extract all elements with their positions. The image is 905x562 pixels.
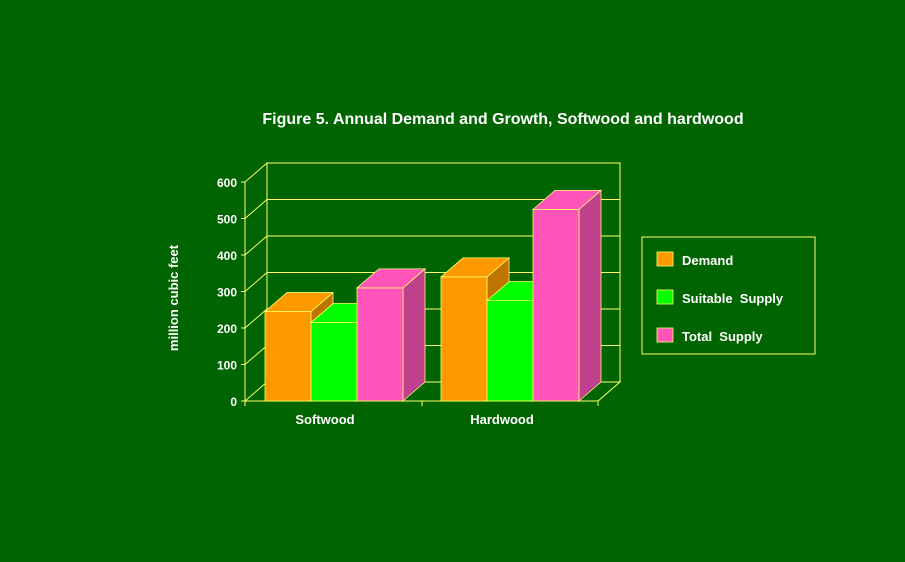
y-tick-label: 600 xyxy=(217,176,237,190)
legend-swatch xyxy=(656,327,674,343)
y-tick-label: 200 xyxy=(217,322,237,336)
gridline-side xyxy=(244,272,268,292)
gridline-side xyxy=(244,199,268,219)
bars xyxy=(263,189,603,402)
legend-box xyxy=(641,236,816,355)
left-wall-top xyxy=(244,162,268,183)
x-category-label: Softwood xyxy=(295,412,354,427)
y-tick-label: 400 xyxy=(217,249,237,263)
y-tick-label: 300 xyxy=(217,286,237,300)
x-axis-categories: Softwood Hardwood xyxy=(244,401,599,427)
y-tick-label: 100 xyxy=(217,359,237,373)
bar-side xyxy=(402,267,426,402)
gridline-side xyxy=(244,345,268,365)
bar-top xyxy=(439,257,511,278)
legend-swatch xyxy=(656,251,674,267)
bar xyxy=(531,189,603,402)
legend: Demand Suitable Supply Total Supply xyxy=(641,236,816,355)
y-tick-label: 500 xyxy=(217,213,237,227)
bar-front xyxy=(264,311,312,402)
bar-front xyxy=(310,322,358,402)
legend-label: Demand xyxy=(682,253,733,268)
bar-front xyxy=(532,208,580,402)
bar-front xyxy=(356,287,404,402)
gridline-side xyxy=(244,235,268,256)
chart-title: Figure 5. Annual Demand and Growth, Soft… xyxy=(262,111,743,128)
legend-swatch xyxy=(656,289,674,305)
bar-side xyxy=(578,189,602,402)
y-tick-label: 0 xyxy=(230,395,237,409)
bar-front xyxy=(440,276,488,402)
bar-top xyxy=(355,268,427,289)
bar-front xyxy=(486,300,534,402)
legend-label: Suitable Supply xyxy=(682,291,784,306)
bar xyxy=(355,267,427,402)
gridline-side xyxy=(244,308,268,329)
bar-top xyxy=(531,189,603,210)
bar-top xyxy=(263,292,335,312)
x-category-label: Hardwood xyxy=(470,412,534,427)
y-axis-label: million cubic feet xyxy=(166,244,181,351)
legend-label: Total Supply xyxy=(682,329,763,344)
